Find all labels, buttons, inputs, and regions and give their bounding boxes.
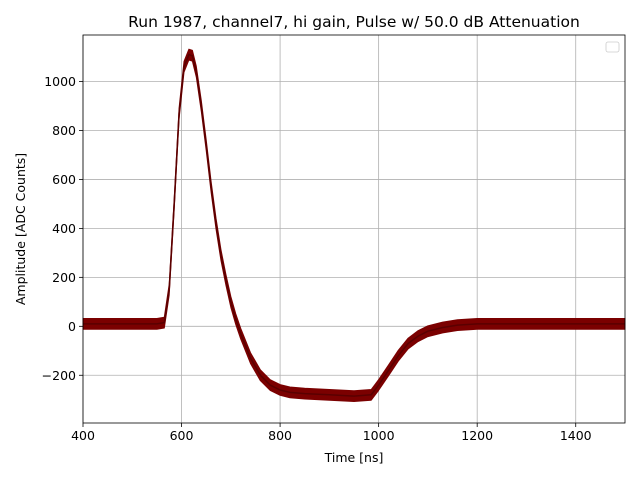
plot-area — [82, 48, 626, 402]
x-tick-label: 1000 — [363, 428, 395, 443]
x-tick-label: 1400 — [560, 428, 592, 443]
x-tick-label: 1200 — [461, 428, 493, 443]
y-tick-label: 1000 — [44, 74, 76, 89]
x-tick-label: 400 — [71, 428, 95, 443]
series-band — [82, 48, 626, 402]
y-tick-label: 400 — [52, 221, 76, 236]
y-tick-label: 200 — [52, 270, 76, 285]
x-axis-label: Time [ns] — [324, 450, 384, 465]
y-tick-label: 0 — [68, 319, 76, 334]
chart-title: Run 1987, channel7, hi gain, Pulse w/ 50… — [128, 13, 580, 31]
y-axis-label: Amplitude [ADC Counts] — [13, 153, 28, 305]
x-tick-label: 800 — [268, 428, 292, 443]
legend-box — [605, 41, 620, 53]
x-axis: 400 600 800 1000 1200 1400 — [71, 423, 592, 443]
y-axis: −200 0 200 400 600 800 1000 — [42, 74, 83, 383]
y-tick-label: 800 — [52, 123, 76, 138]
series-line — [83, 53, 625, 397]
axes-frame — [82, 34, 626, 424]
x-tick-label: 600 — [170, 428, 194, 443]
grid — [82, 35, 625, 423]
y-tick-label: −200 — [42, 368, 76, 383]
y-tick-label: 600 — [52, 172, 76, 187]
